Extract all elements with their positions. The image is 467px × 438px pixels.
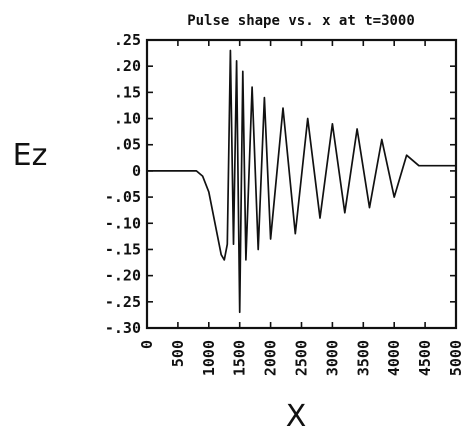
x-tick-label: 1500	[231, 340, 249, 376]
y-tick-label: .05	[114, 136, 141, 154]
y-tick-label: -.30	[105, 319, 141, 337]
x-axis-title: X	[286, 399, 307, 434]
chart-title: Pulse shape vs. x at t=3000	[187, 13, 415, 29]
x-tick-label: 2500	[293, 340, 311, 376]
x-tick-label: 4500	[416, 340, 434, 376]
y-tick-label: -.10	[105, 214, 141, 232]
x-tick-label: 3500	[354, 340, 372, 376]
y-tick-label: -.15	[105, 240, 141, 258]
x-tick-label: 500	[169, 340, 187, 367]
plot-frame	[145, 38, 458, 330]
y-tick-label: -.20	[105, 267, 141, 285]
y-tick-label: 0	[132, 162, 141, 180]
y-axis-title: Ez	[13, 138, 48, 173]
y-tick-label: .10	[114, 110, 141, 128]
x-tick-label: 4000	[385, 340, 403, 376]
y-tick-label: -.25	[105, 293, 141, 311]
y-tick-label: .15	[114, 83, 141, 101]
y-tick-label: -.05	[105, 188, 141, 206]
y-tick-label: .25	[114, 31, 141, 49]
y-tick-label: .20	[114, 57, 141, 75]
y-tick-labels: .25 .20 .15 .10 .05 0 -.05 -.10 -.15 -.20 -.25 -.30	[105, 31, 141, 337]
x-tick-label: 0	[138, 340, 156, 349]
x-tick-label: 3000	[323, 340, 341, 376]
x-tick-label: 2000	[262, 340, 280, 376]
x-tick-label: 5000	[447, 340, 465, 376]
series-line	[147, 49, 456, 314]
x-tick-label: 1000	[200, 340, 218, 376]
x-tick-labels: 0 500 1000 1500 2000 2500 3000 3500 4000 4500 5000	[138, 340, 465, 376]
